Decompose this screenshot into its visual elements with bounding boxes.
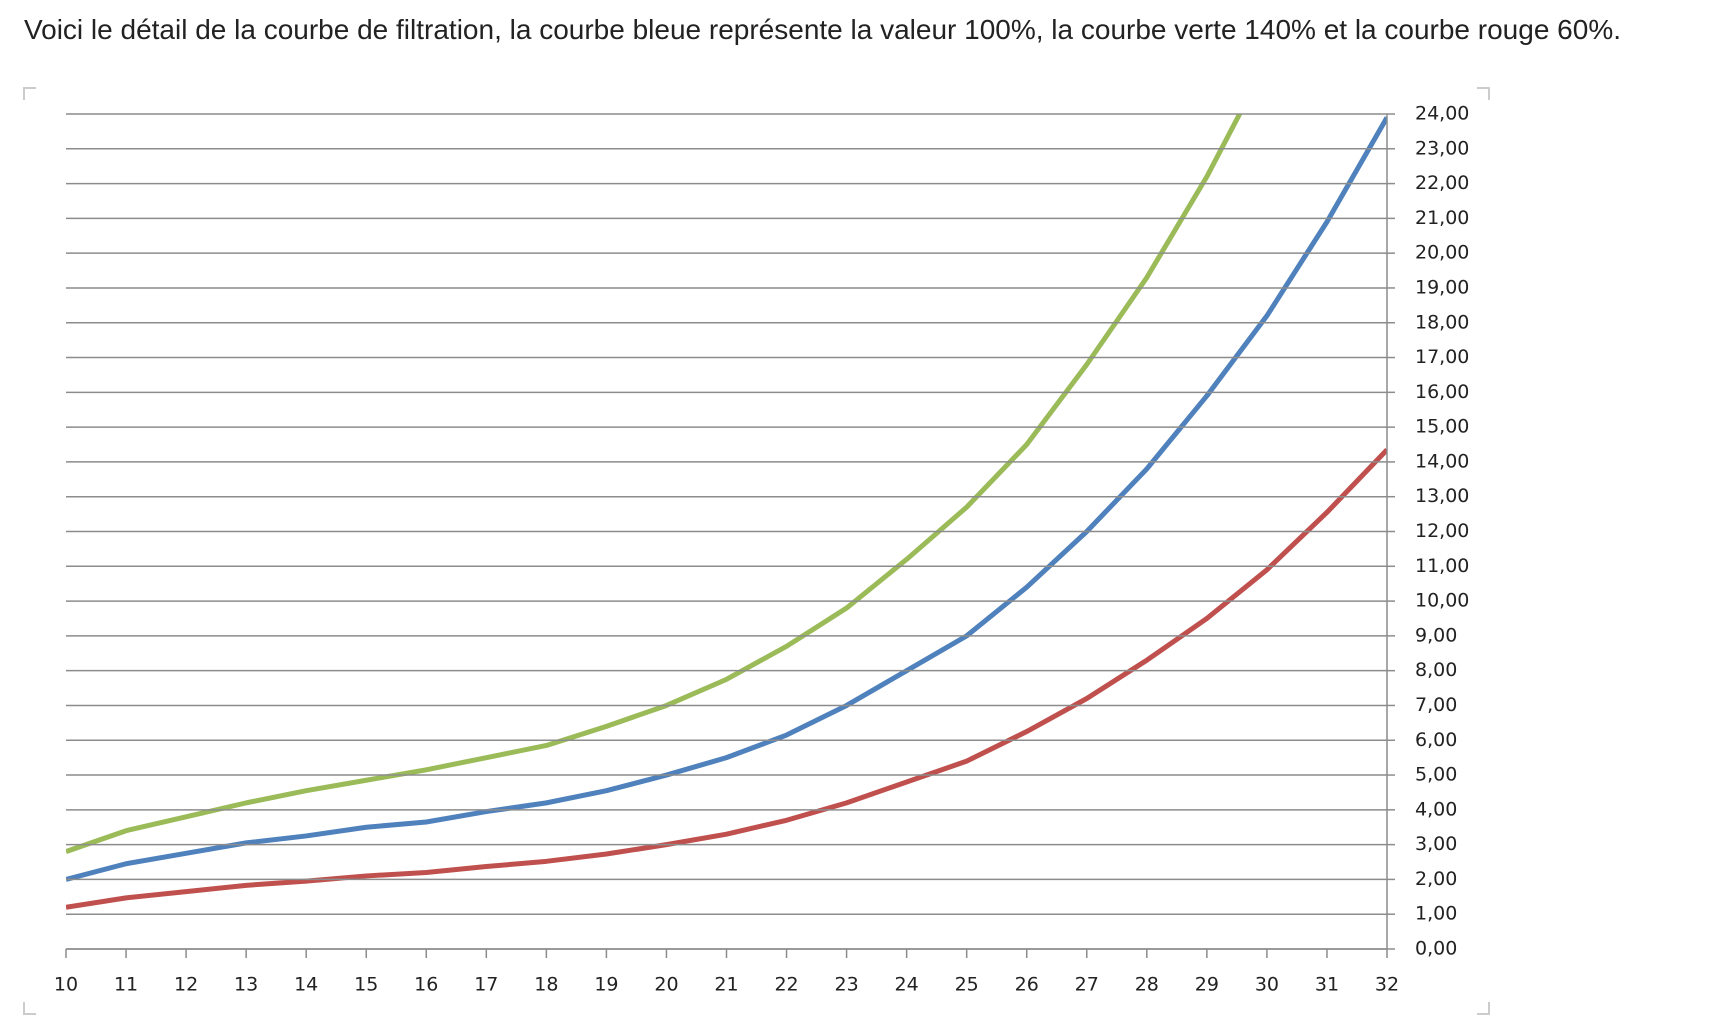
y-tick-label: 6,00 [1415,729,1457,751]
x-tick-label: 27 [1075,974,1099,996]
x-tick-label: 20 [654,974,678,996]
x-tick-label: 29 [1195,974,1219,996]
x-tick-label: 25 [955,974,979,996]
y-tick-label: 24,00 [1415,103,1469,125]
x-tick-label: 23 [834,974,858,996]
x-tick-label: 12 [174,974,198,996]
line-series [66,116,1387,882]
y-tick-label: 15,00 [1415,416,1469,438]
y-tick-label: 20,00 [1415,242,1469,264]
y-tick-label: 18,00 [1415,311,1469,333]
x-tick-label: 32 [1375,974,1399,996]
x-tick-label: 18 [534,974,558,996]
y-tick-label: 1,00 [1415,903,1457,925]
frame-corner [1477,87,1490,100]
x-tick-label: 14 [294,974,318,996]
y-tick-label: 19,00 [1415,276,1469,298]
x-tick-label: 22 [774,974,798,996]
y-tick-label: 11,00 [1415,555,1469,577]
y-tick-label: 8,00 [1415,659,1457,681]
x-tick-label: 31 [1315,974,1339,996]
y-tick-label: 3,00 [1415,833,1457,855]
y-tick-label: 10,00 [1415,590,1469,612]
line-series [66,114,1243,854]
frame-corner [23,1002,36,1015]
intro-text: Voici le détail de la courbe de filtrati… [24,14,1621,45]
x-tick-label: 26 [1015,974,1039,996]
y-tick-label: 0,00 [1415,938,1457,960]
x-tick-label: 17 [474,974,498,996]
x-tick-label: 30 [1255,974,1279,996]
y-tick-label: 9,00 [1415,624,1457,646]
x-tick-label: 10 [54,974,78,996]
y-tick-label: 7,00 [1415,694,1457,716]
y-tick-label: 12,00 [1415,520,1469,542]
y-tick-label: 2,00 [1415,868,1457,890]
frame-corner [1477,1002,1490,1015]
x-tick-label: 24 [895,974,919,996]
y-tick-label: 16,00 [1415,381,1469,403]
x-tick-label: 28 [1135,974,1159,996]
x-tick-label: 11 [114,974,138,996]
frame-corner [23,87,36,100]
plot-area [66,114,1387,910]
y-tick-label: 4,00 [1415,798,1457,820]
x-tick-label: 21 [714,974,738,996]
y-tick-label: 13,00 [1415,485,1469,507]
y-tick-label: 17,00 [1415,346,1469,368]
y-tick-label: 14,00 [1415,450,1469,472]
x-tick-label: 16 [414,974,438,996]
line-series [66,448,1387,910]
x-tick-label: 13 [234,974,258,996]
y-tick-label: 21,00 [1415,207,1469,229]
y-tick-label: 5,00 [1415,764,1457,786]
x-tick-label: 15 [354,974,378,996]
y-tick-label: 22,00 [1415,172,1469,194]
x-tick-label: 19 [594,974,618,996]
y-tick-label: 23,00 [1415,137,1469,159]
